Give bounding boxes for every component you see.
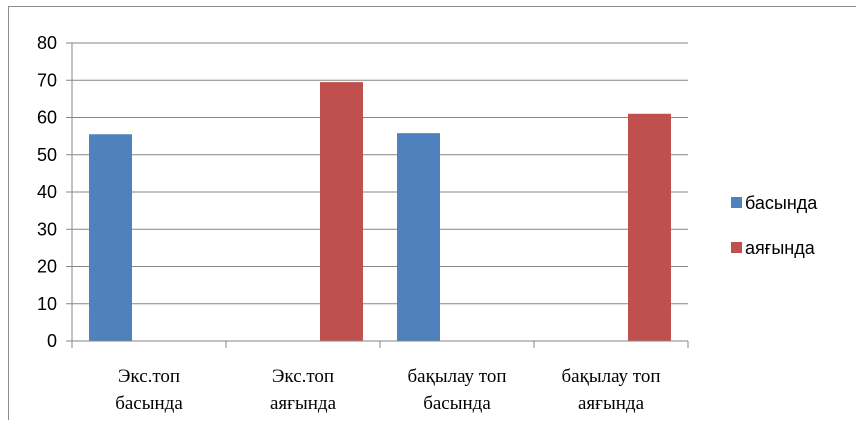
x-category-label: аяғында	[578, 393, 645, 414]
y-tick-label: 40	[37, 182, 57, 202]
x-category-label: бақылау топ	[407, 366, 506, 387]
y-tick-label: 50	[37, 145, 57, 165]
chart-frame	[8, 6, 856, 420]
y-tick-label: 30	[37, 219, 57, 239]
x-category-labels: Экс.топ басында Экс.топ аяғында бақылау топ б…	[115, 366, 660, 414]
y-tick-label: 20	[37, 257, 57, 277]
legend-swatch	[731, 197, 742, 208]
x-category-label: басында	[115, 393, 183, 414]
bar-аяғында	[628, 113, 671, 342]
y-tick-label: 10	[37, 294, 57, 314]
bar-басында	[397, 133, 440, 341]
bar-басында	[89, 134, 132, 341]
bars	[89, 82, 671, 342]
y-tick-label: 80	[37, 33, 57, 53]
legend-label: аяғында	[745, 238, 816, 258]
legend-label: басында	[745, 193, 818, 213]
gridlines	[72, 42, 688, 305]
x-category-label: бақылау топ	[561, 366, 660, 387]
x-category-label: аяғында	[270, 393, 337, 414]
bar-аяғында	[320, 82, 363, 342]
x-category-label: Экс.топ	[272, 366, 334, 387]
y-tick-labels: 0 10 20 30 40 50 60 70 80	[37, 33, 57, 351]
x-category-label: Экс.топ	[118, 366, 180, 387]
legend: басында аяғында	[731, 193, 818, 258]
y-tick-label: 70	[37, 70, 57, 90]
x-category-label: басында	[423, 393, 491, 414]
axes	[66, 42, 689, 348]
y-tick-label: 0	[47, 331, 57, 351]
y-tick-label: 60	[37, 108, 57, 128]
legend-swatch	[731, 242, 742, 253]
